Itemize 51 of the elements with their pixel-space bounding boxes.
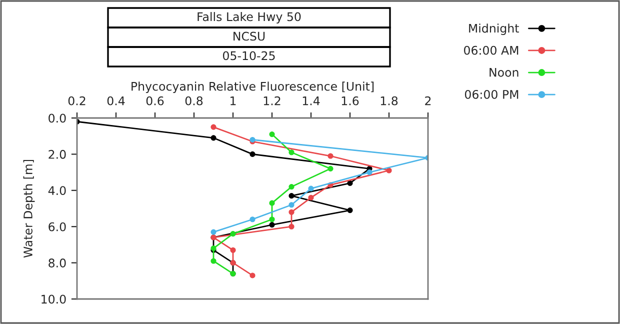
chart-subtitle: NCSU: [234, 32, 265, 41]
y-tick-label: 8.0: [48, 258, 66, 268]
point: [347, 208, 353, 214]
y-tick-label: 10.0: [42, 294, 66, 304]
point: [269, 132, 275, 138]
point: [269, 222, 275, 228]
point: [250, 216, 256, 222]
y-tick-label: 2.0: [48, 150, 66, 159]
legend-label: Midnight: [469, 24, 519, 36]
point: [288, 150, 294, 156]
point: [210, 229, 216, 235]
point: [366, 170, 372, 176]
y-tick-label: 4.0: [48, 186, 66, 196]
point: [288, 202, 294, 208]
legend-label: 06:00 AM: [464, 46, 518, 55]
legend-label: Noon: [490, 68, 518, 77]
x-tick-label: 1.6: [342, 96, 359, 106]
x-tick-label: 0.8: [185, 96, 203, 106]
x-tick-label: 0.6: [146, 96, 164, 106]
chart-title: Falls Lake Hwy 50: [198, 12, 301, 24]
point: [230, 247, 236, 253]
x-tick-label: 1: [230, 96, 236, 106]
text: 05-10-25: [222, 51, 275, 60]
y-tick-label: 6.0: [48, 222, 66, 232]
point: [288, 193, 294, 199]
point: [288, 224, 294, 230]
point: [288, 184, 294, 190]
legend-label: 06:00 PM: [464, 90, 518, 99]
point: [269, 200, 275, 206]
point: [250, 151, 256, 157]
point: [347, 180, 353, 186]
point: [210, 124, 216, 130]
x-tick-label: 1.2: [264, 96, 280, 106]
y-tick-label: 0.0: [48, 114, 66, 123]
x-tick-label: 0.2: [68, 96, 86, 106]
x-tick-label: 2: [425, 96, 431, 106]
point: [250, 272, 256, 278]
point: [308, 194, 314, 200]
x-tick-label: 1.4: [302, 96, 320, 106]
x-axis-title: Phycocyanin Relative Fluorescence [Unit]: [132, 82, 374, 94]
point: [308, 186, 314, 192]
point: [210, 135, 216, 141]
y-axis-title: Water Depth [m]: [23, 160, 35, 258]
point: [230, 231, 236, 237]
point: [210, 258, 216, 264]
point: [269, 216, 275, 222]
point: [328, 153, 334, 159]
point: [288, 209, 294, 215]
x-tick-label: 1.8: [380, 96, 398, 106]
point: [328, 166, 334, 172]
x-tick-label: 0.4: [107, 96, 125, 106]
